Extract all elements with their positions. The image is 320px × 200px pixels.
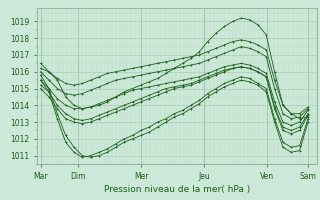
X-axis label: Pression niveau de la mer( hPa ): Pression niveau de la mer( hPa ) bbox=[104, 185, 250, 194]
